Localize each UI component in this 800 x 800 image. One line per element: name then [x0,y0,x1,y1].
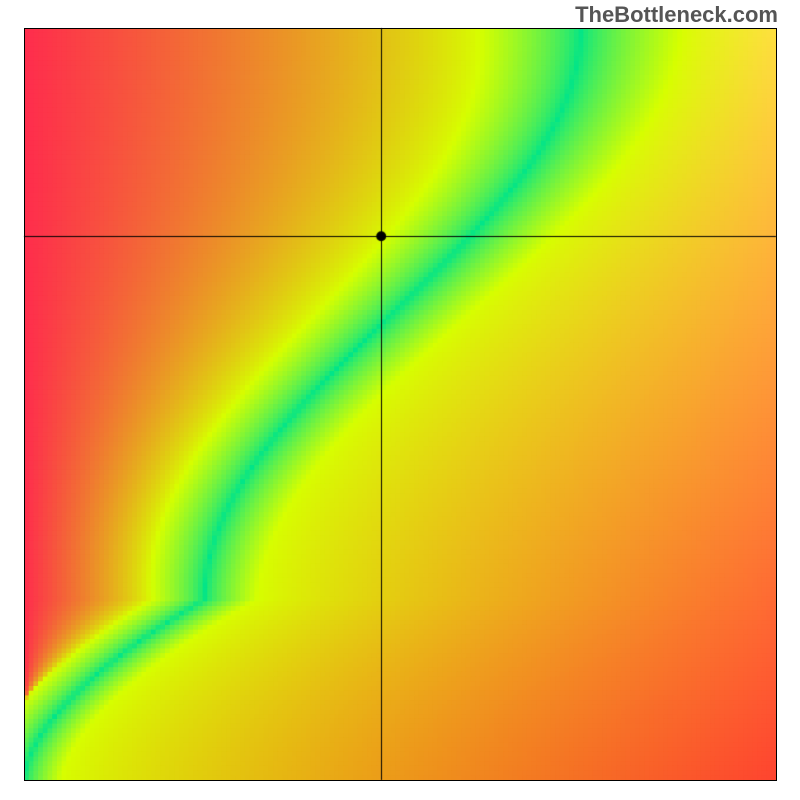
chart-container: TheBottleneck.com [0,0,800,800]
bottleneck-heatmap [0,0,800,800]
